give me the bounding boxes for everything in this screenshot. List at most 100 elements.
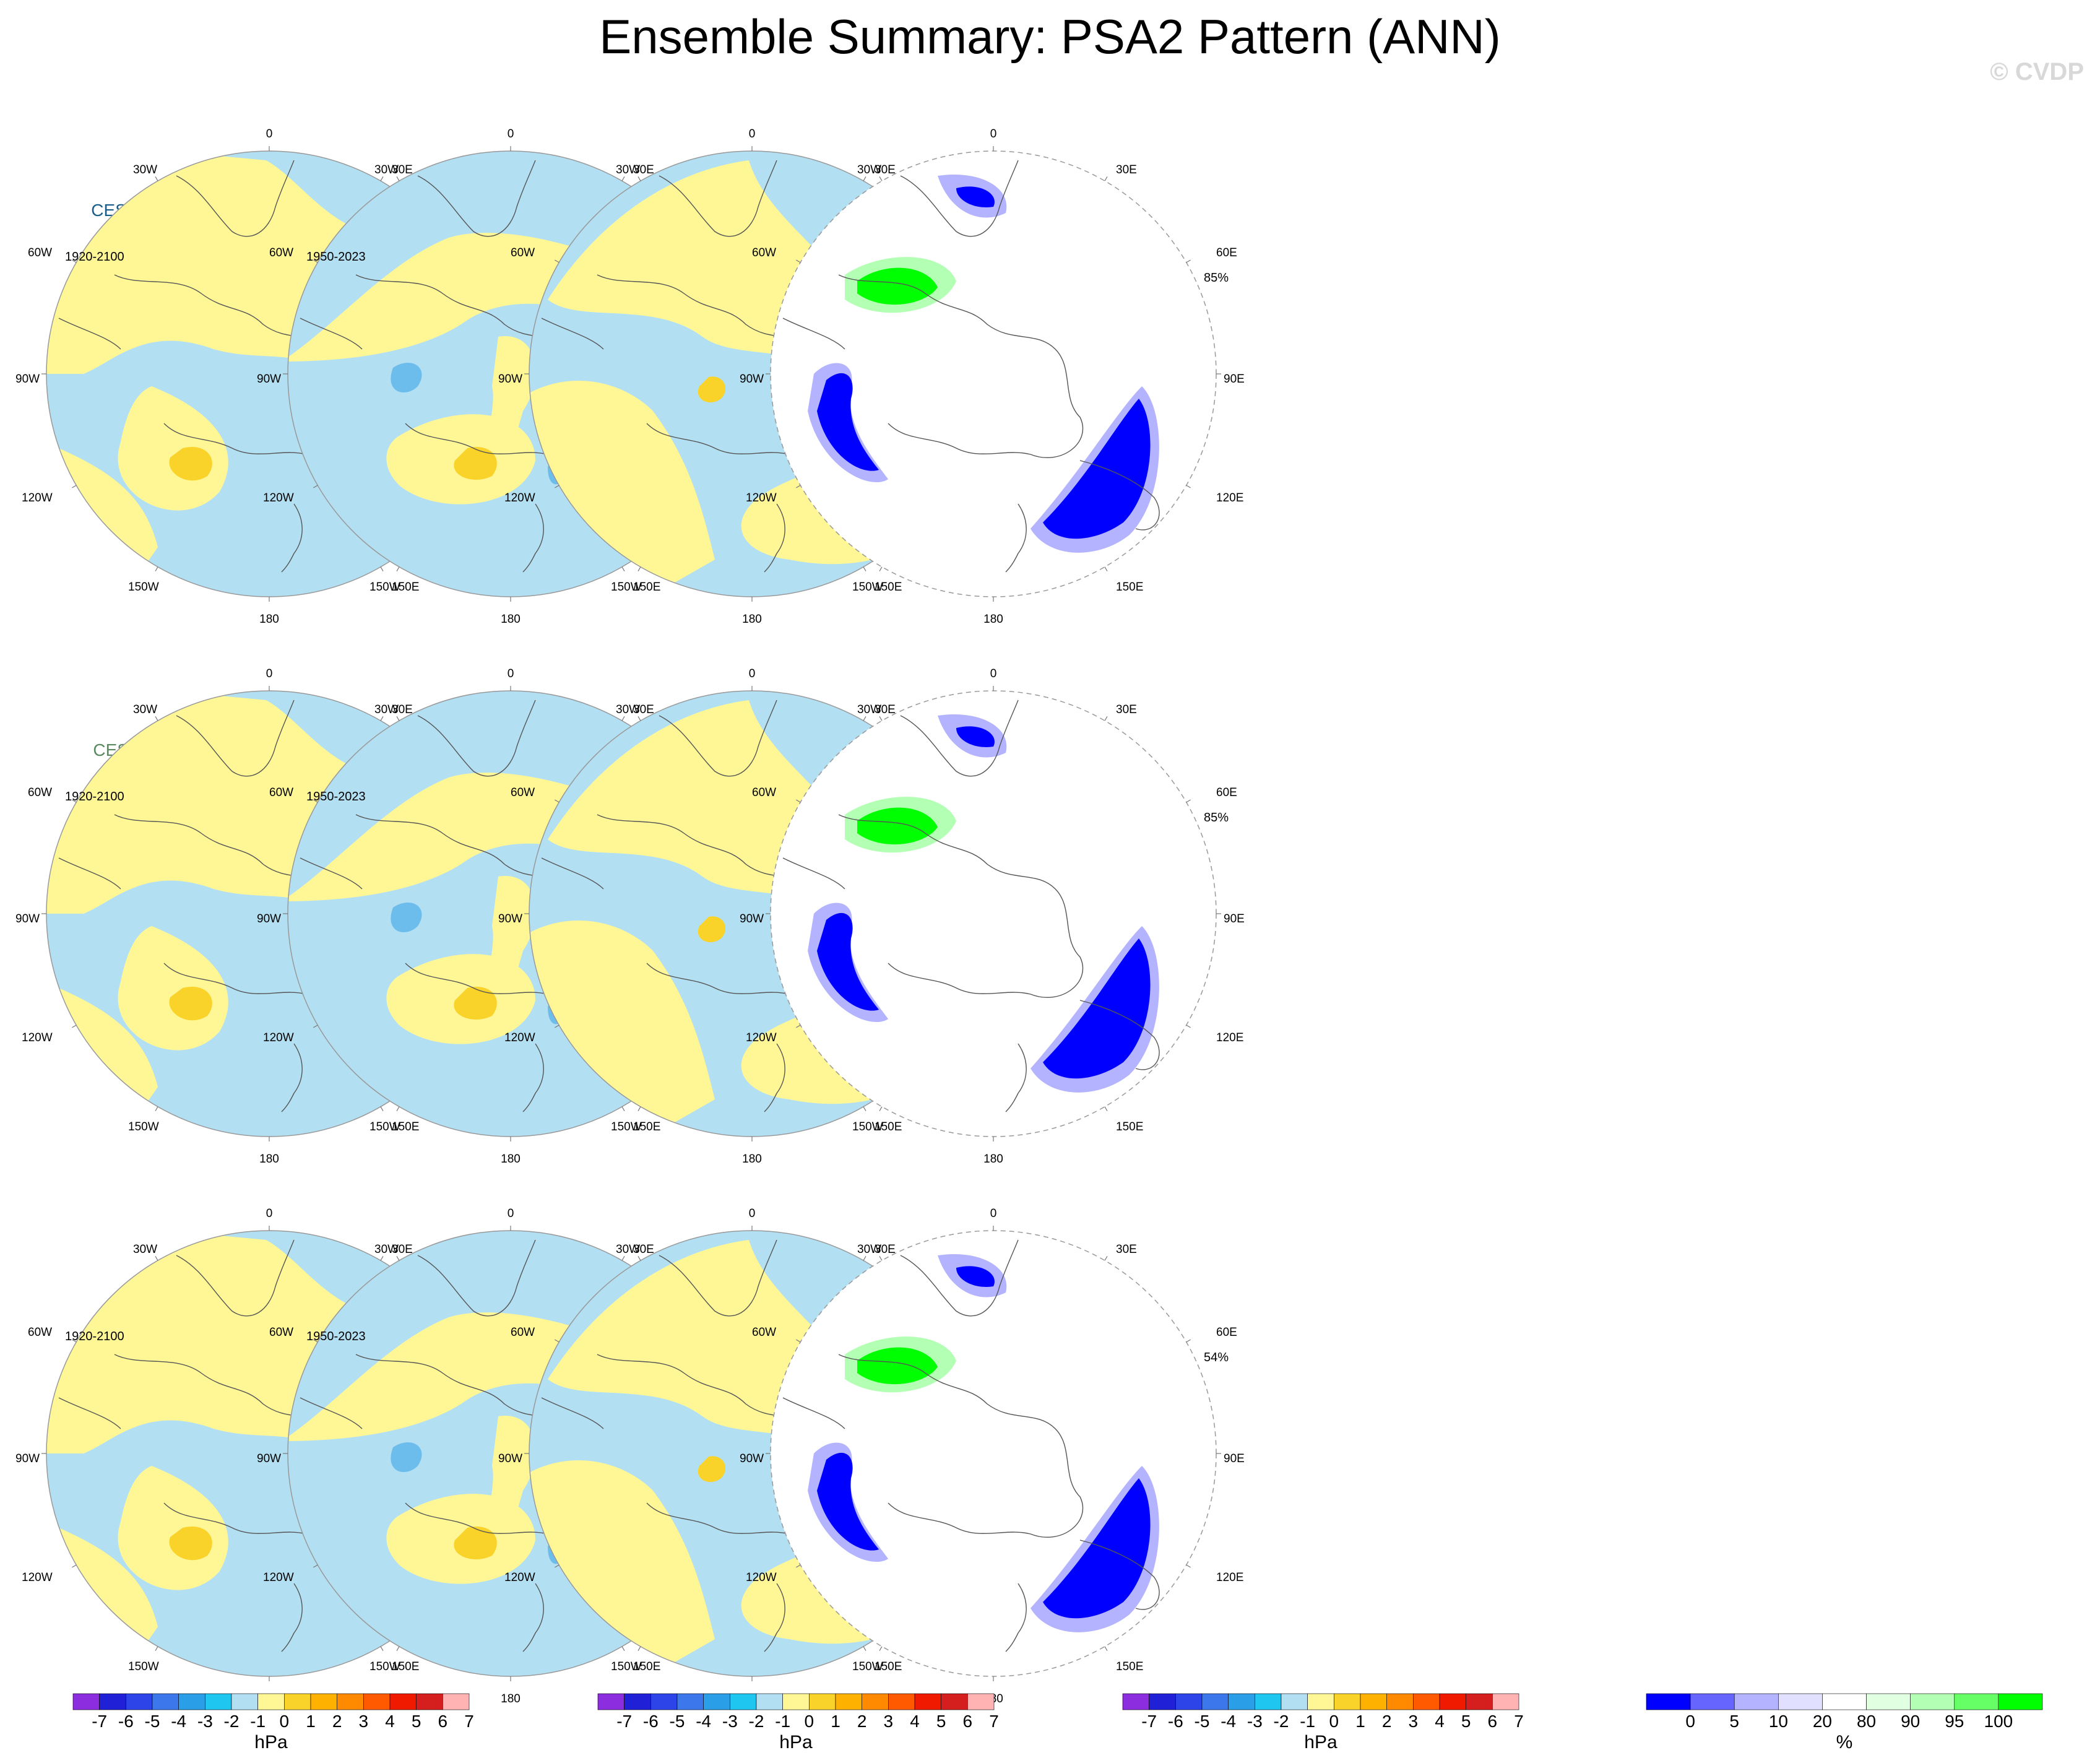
cvdp-watermark: © CVDP xyxy=(1990,58,2084,85)
colorbar-tick-label: -5 xyxy=(670,1712,685,1731)
colorbar-swatch xyxy=(1175,1693,1203,1710)
longitude-label-l90w: 90W xyxy=(257,373,281,386)
coastline-1 xyxy=(838,1354,1084,1538)
coastline-3 xyxy=(1079,1000,1160,1070)
longitude-tick xyxy=(555,1024,560,1028)
longitude-label-l120w: 120W xyxy=(746,492,777,505)
colorbar-swatch xyxy=(1122,1693,1149,1710)
longitude-label-l60w: 60W xyxy=(269,1326,293,1339)
coastline-2 xyxy=(659,700,777,777)
longitude-tick xyxy=(555,799,560,803)
colorbar-swatch xyxy=(257,1693,285,1710)
time-period: 1950-2023 xyxy=(306,250,366,264)
longitude-label-l60w: 60W xyxy=(28,1326,52,1339)
hpa-colorbar-boxes: -7 -6 -5 -4 -3 -2 -1 0 1 2 3 4 5 6 7 xyxy=(1122,1693,1524,1731)
longitude-tick xyxy=(313,485,318,488)
longitude-label-l120w: 120W xyxy=(263,1571,294,1584)
longitude-label-l120w: 120W xyxy=(504,492,535,505)
longitude-tick xyxy=(796,485,801,488)
colorbar-tick-label: 100 xyxy=(1984,1712,2013,1731)
longitude-tick xyxy=(1104,566,1108,571)
colorbar-swatch xyxy=(1228,1693,1255,1710)
longitude-label-l150e: 150E xyxy=(392,1120,419,1133)
longitude-tick xyxy=(637,176,641,181)
longitude-label-l150e: 150E xyxy=(1116,1120,1143,1133)
longitude-label-l30w: 30W xyxy=(857,703,881,716)
longitude-label-l60w: 60W xyxy=(28,786,52,799)
coastline-5 xyxy=(1005,1043,1027,1112)
coastline-2 xyxy=(176,700,295,777)
longitude-tick xyxy=(155,1646,158,1651)
percent-variance: 85% xyxy=(1204,811,1229,825)
longitude-label-bottom: 180 xyxy=(983,1153,1003,1166)
longitude-label-l30e: 30E xyxy=(1116,703,1137,716)
longitude-label-l150e: 150E xyxy=(633,581,660,594)
colorbar-tick-label: 2 xyxy=(1382,1712,1392,1731)
longitude-label-l30w: 30W xyxy=(616,163,640,176)
colorbar-unit: % xyxy=(1836,1732,1853,1752)
colorbar-swatch xyxy=(72,1693,100,1710)
colorbar-tick-label: -4 xyxy=(1221,1712,1236,1731)
longitude-label-top: 0 xyxy=(508,128,514,141)
obs-field-region-6 xyxy=(391,362,422,392)
colorbar-tick-label: 0 xyxy=(280,1712,290,1731)
colorbar-swatch xyxy=(1281,1693,1308,1710)
longitude-tick xyxy=(72,1564,77,1568)
longitude-label-l60w: 60W xyxy=(752,1326,776,1339)
longitude-label-top: 0 xyxy=(508,1207,514,1220)
model-field-region-4 xyxy=(169,987,212,1021)
coastline-4 xyxy=(541,857,604,890)
longitude-label-l60w: 60W xyxy=(752,246,776,259)
coastline-4 xyxy=(782,857,845,890)
colorbar-tick-label: -3 xyxy=(722,1712,738,1731)
longitude-label-l30e: 30E xyxy=(633,163,654,176)
colorbar-swatch xyxy=(1866,1693,1911,1710)
longitude-label-l90e: 90E xyxy=(1224,912,1245,925)
diff-field-region-4 xyxy=(698,376,726,403)
rank-field-region-4 xyxy=(857,807,938,845)
longitude-tick xyxy=(72,1024,77,1028)
longitude-label-l120e: 120E xyxy=(1216,1571,1243,1584)
longitude-label-top: 0 xyxy=(990,667,997,680)
colorbar-tick-label: -7 xyxy=(616,1712,632,1731)
longitude-label-l60w: 60W xyxy=(511,1326,535,1339)
longitude-tick xyxy=(380,566,384,571)
longitude-label-bottom: 180 xyxy=(983,613,1003,626)
coastline-2 xyxy=(417,160,536,237)
longitude-label-bottom: 180 xyxy=(501,1692,521,1705)
colorbar-swatch xyxy=(178,1693,205,1710)
longitude-tick xyxy=(1104,1256,1108,1261)
hpa-colorbar-boxes: -7 -6 -5 -4 -3 -2 -1 0 1 2 3 4 5 6 7 xyxy=(72,1693,474,1731)
rank-field-region-4 xyxy=(857,267,938,305)
longitude-label-l90w: 90W xyxy=(257,912,281,925)
longitude-label-l90w: 90W xyxy=(498,1452,522,1465)
colorbar-swatch xyxy=(337,1693,364,1710)
longitude-label-l120w: 120W xyxy=(22,492,53,505)
longitude-label-top: 0 xyxy=(749,1207,756,1220)
colorbar-swatch xyxy=(1998,1693,2043,1710)
longitude-tick xyxy=(621,1256,625,1261)
longitude-label-l60w: 60W xyxy=(28,246,52,259)
rank-field-region-8 xyxy=(1043,399,1151,539)
colorbar-tick-label: 80 xyxy=(1857,1712,1876,1731)
colorbar-swatch xyxy=(1413,1693,1440,1710)
longitude-tick xyxy=(879,566,883,571)
longitude-tick xyxy=(396,716,400,721)
longitude-label-l150w: 150W xyxy=(852,1660,883,1673)
colorbar-rank: 0 5 10 20 80 90 95 100% xyxy=(1646,1693,2043,1762)
longitude-tick xyxy=(637,566,641,571)
rank-field-region-8 xyxy=(1043,1478,1151,1619)
longitude-tick xyxy=(380,1256,384,1261)
colorbar-swatch xyxy=(389,1693,417,1710)
coastline-2 xyxy=(900,160,1019,237)
longitude-tick xyxy=(396,566,400,571)
colorbar-tick-label: 4 xyxy=(1435,1712,1445,1731)
colorbar-tick-label: -2 xyxy=(1274,1712,1289,1731)
panel-r2-rank: Rank of ERA5 within Ensemble018030W60W90… xyxy=(740,646,1245,1186)
colorbar-tick-label: 4 xyxy=(385,1712,395,1731)
colorbar-swatch xyxy=(1690,1693,1735,1710)
longitude-tick xyxy=(1186,485,1191,488)
rank-field-region-2 xyxy=(956,1266,995,1287)
longitude-tick xyxy=(155,1256,158,1261)
colorbar-tick-label: -2 xyxy=(749,1712,764,1731)
